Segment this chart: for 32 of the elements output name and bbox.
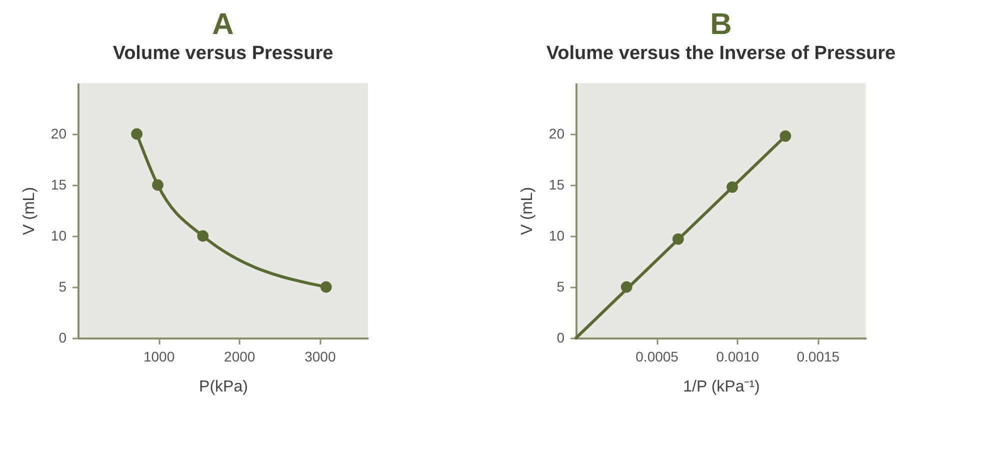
point <box>726 181 738 193</box>
y-axis-title: V (mL) <box>20 187 38 235</box>
y-tick-label: 0 <box>58 330 67 346</box>
y-tick-label: 20 <box>548 126 565 142</box>
x-tick-label: 0.0010 <box>716 348 760 364</box>
y-tick-label: 5 <box>58 278 67 294</box>
chart-subtitle: Volume versus the Inverse of Pressure <box>546 43 896 64</box>
y-tick-label: 10 <box>50 228 67 244</box>
chart-title: A <box>212 8 234 41</box>
x-tick-label: 0.0005 <box>636 348 679 364</box>
chart-title: B <box>710 8 732 41</box>
y-tick-label: 0 <box>556 330 565 346</box>
point <box>152 179 164 191</box>
y-tick-label: 15 <box>50 176 67 192</box>
point <box>320 281 332 293</box>
point <box>672 233 684 245</box>
point <box>197 230 209 242</box>
x-tick-label: 0.0015 <box>796 348 840 364</box>
y-tick-label: 20 <box>50 126 67 142</box>
y-axis-title: V (mL) <box>518 187 536 235</box>
y-tick-label: 10 <box>548 228 565 244</box>
x-axis-title: P(kPa) <box>199 378 248 396</box>
point <box>131 128 143 140</box>
point <box>620 281 632 293</box>
chart-subtitle: Volume versus Pressure <box>112 43 334 64</box>
point <box>780 130 792 142</box>
y-tick-label: 15 <box>548 176 565 192</box>
x-tick-label: 1000 <box>143 348 175 364</box>
x-axis-title: 1/P (kPa⁻¹) <box>683 378 760 396</box>
x-tick-label: 3000 <box>304 348 336 364</box>
y-tick-label: 5 <box>556 278 565 294</box>
x-tick-label: 2000 <box>224 348 256 364</box>
